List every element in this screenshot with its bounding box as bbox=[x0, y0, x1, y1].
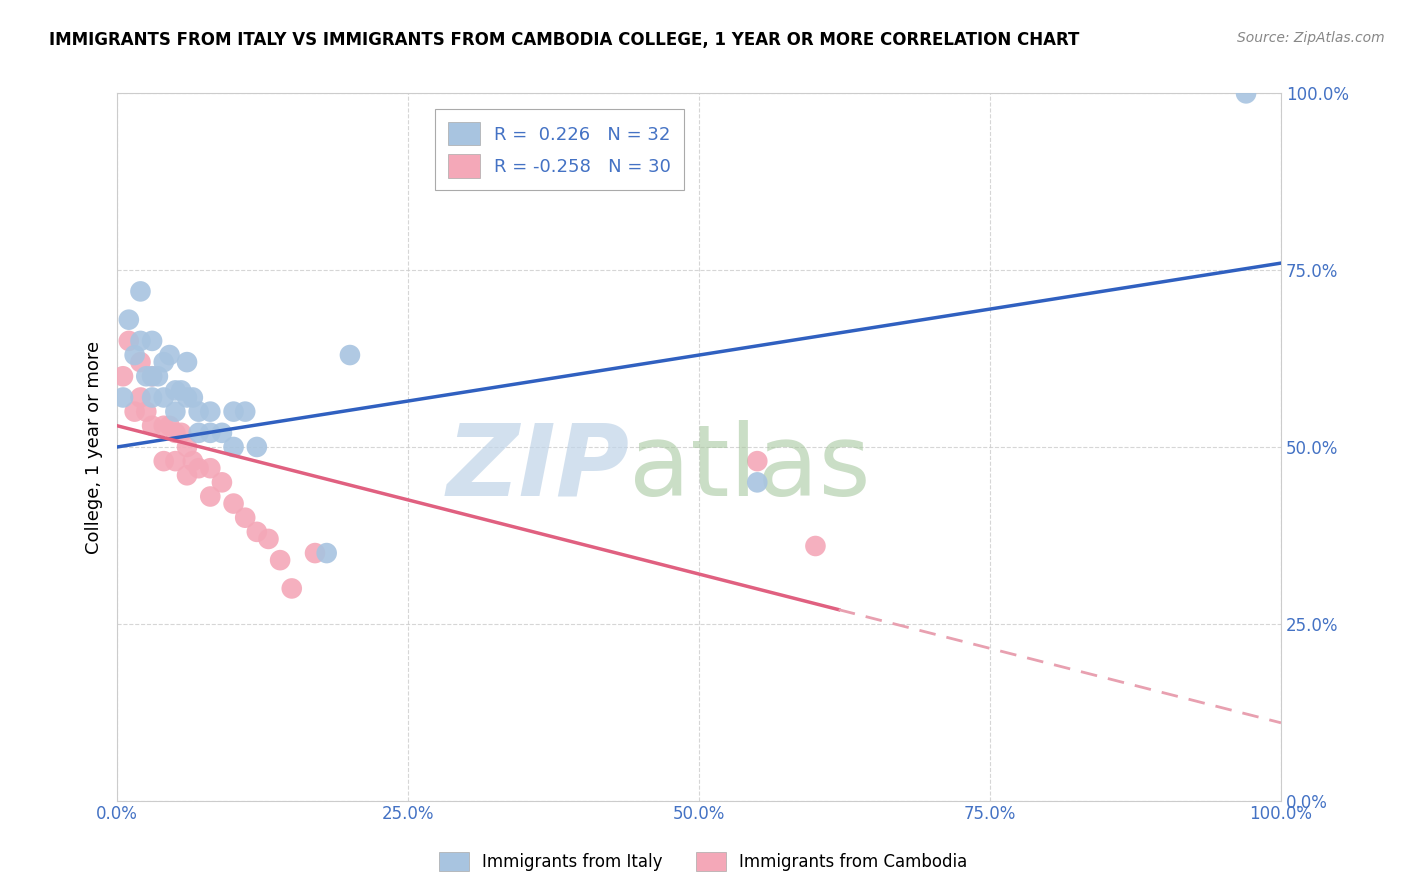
Point bbox=[200, 404, 222, 418]
Point bbox=[141, 418, 163, 433]
Text: atlas: atlas bbox=[630, 420, 870, 516]
Point bbox=[233, 404, 256, 418]
Point bbox=[146, 369, 169, 384]
Point bbox=[165, 454, 187, 468]
Point bbox=[269, 553, 291, 567]
Point bbox=[129, 355, 152, 369]
Point bbox=[315, 546, 337, 560]
Point bbox=[141, 369, 163, 384]
Text: Source: ZipAtlas.com: Source: ZipAtlas.com bbox=[1237, 31, 1385, 45]
Point bbox=[200, 490, 222, 504]
Point bbox=[141, 334, 163, 348]
Point bbox=[159, 348, 181, 362]
Point bbox=[118, 334, 141, 348]
Point bbox=[246, 524, 269, 539]
Point bbox=[747, 454, 769, 468]
Legend: R =  0.226   N = 32, R = -0.258   N = 30: R = 0.226 N = 32, R = -0.258 N = 30 bbox=[434, 110, 683, 190]
Point bbox=[129, 391, 152, 405]
Point bbox=[135, 369, 157, 384]
Point bbox=[1234, 87, 1257, 101]
Point bbox=[124, 348, 146, 362]
Point bbox=[246, 440, 269, 454]
Point bbox=[747, 475, 769, 490]
Point bbox=[152, 391, 174, 405]
Point bbox=[152, 418, 174, 433]
Point bbox=[170, 425, 193, 440]
Point bbox=[176, 468, 198, 483]
Point bbox=[176, 355, 198, 369]
Point bbox=[159, 418, 181, 433]
Point bbox=[181, 391, 204, 405]
Point bbox=[165, 384, 187, 398]
Point bbox=[141, 391, 163, 405]
Point bbox=[124, 404, 146, 418]
Text: IMMIGRANTS FROM ITALY VS IMMIGRANTS FROM CAMBODIA COLLEGE, 1 YEAR OR MORE CORREL: IMMIGRANTS FROM ITALY VS IMMIGRANTS FROM… bbox=[49, 31, 1080, 49]
Point bbox=[222, 440, 245, 454]
Text: ZIP: ZIP bbox=[446, 420, 630, 516]
Point bbox=[111, 391, 134, 405]
Point bbox=[111, 369, 134, 384]
Point bbox=[200, 425, 222, 440]
Point bbox=[211, 425, 233, 440]
Point bbox=[170, 384, 193, 398]
Point bbox=[129, 285, 152, 299]
Point bbox=[211, 475, 233, 490]
Point bbox=[257, 532, 280, 546]
Point bbox=[135, 404, 157, 418]
Point bbox=[187, 404, 209, 418]
Point bbox=[804, 539, 827, 553]
Point bbox=[141, 369, 163, 384]
Point bbox=[339, 348, 361, 362]
Point bbox=[176, 391, 198, 405]
Y-axis label: College, 1 year or more: College, 1 year or more bbox=[86, 341, 103, 554]
Point bbox=[222, 497, 245, 511]
Point bbox=[187, 425, 209, 440]
Point bbox=[200, 461, 222, 475]
Point bbox=[281, 582, 304, 596]
Point bbox=[222, 404, 245, 418]
Point bbox=[233, 510, 256, 524]
Point bbox=[165, 404, 187, 418]
Point bbox=[165, 425, 187, 440]
Point bbox=[176, 440, 198, 454]
Point bbox=[152, 454, 174, 468]
Point bbox=[118, 312, 141, 326]
Point bbox=[129, 334, 152, 348]
Point bbox=[152, 355, 174, 369]
Point bbox=[181, 454, 204, 468]
Legend: Immigrants from Italy, Immigrants from Cambodia: Immigrants from Italy, Immigrants from C… bbox=[430, 843, 976, 880]
Point bbox=[187, 461, 209, 475]
Point bbox=[304, 546, 326, 560]
